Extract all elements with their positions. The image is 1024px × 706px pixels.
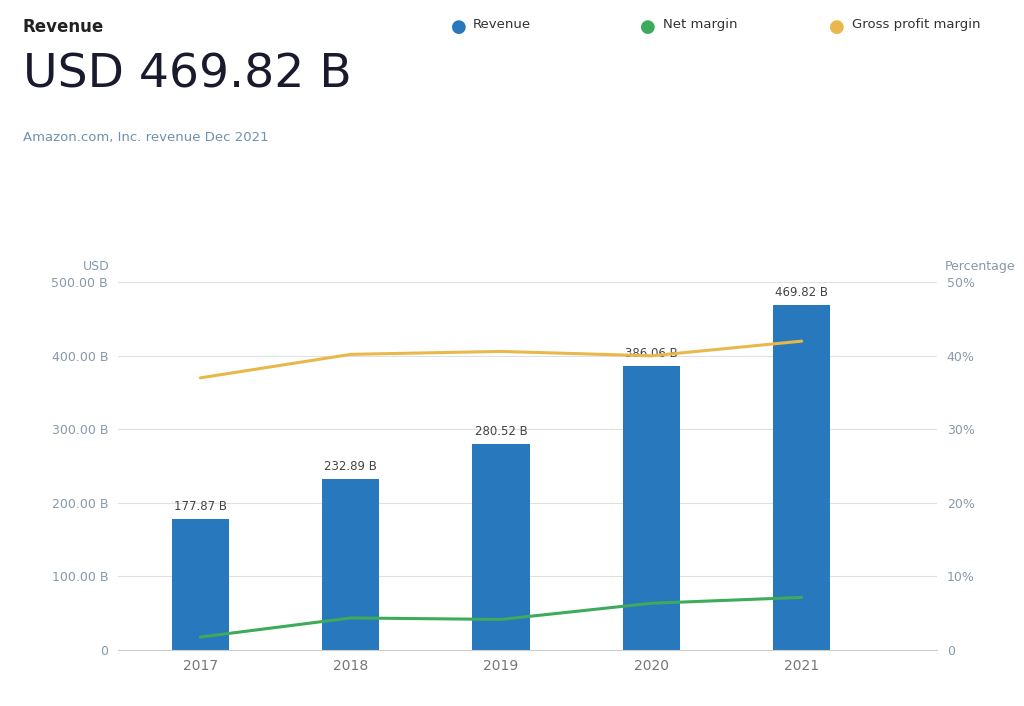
Text: 232.89 B: 232.89 B (325, 460, 377, 472)
Text: 386.06 B: 386.06 B (625, 347, 678, 360)
Bar (323, 479, 379, 650)
Text: ●: ● (451, 18, 466, 35)
Text: USD: USD (83, 261, 110, 273)
Bar (623, 366, 680, 650)
Text: 280.52 B: 280.52 B (475, 425, 527, 438)
Text: Revenue: Revenue (473, 18, 531, 30)
Text: Percentage: Percentage (945, 261, 1016, 273)
Bar (773, 304, 830, 650)
Text: ●: ● (829, 18, 845, 35)
Text: Amazon.com, Inc. revenue Dec 2021: Amazon.com, Inc. revenue Dec 2021 (23, 131, 268, 143)
Text: ●: ● (640, 18, 655, 35)
Text: Net margin: Net margin (663, 18, 737, 30)
Text: USD 469.82 B: USD 469.82 B (23, 53, 351, 98)
Bar (472, 443, 529, 650)
Text: 177.87 B: 177.87 B (174, 500, 227, 513)
Text: 469.82 B: 469.82 B (775, 286, 828, 299)
Bar (172, 519, 229, 650)
Text: Gross profit margin: Gross profit margin (852, 18, 980, 30)
Text: Revenue: Revenue (23, 18, 103, 35)
